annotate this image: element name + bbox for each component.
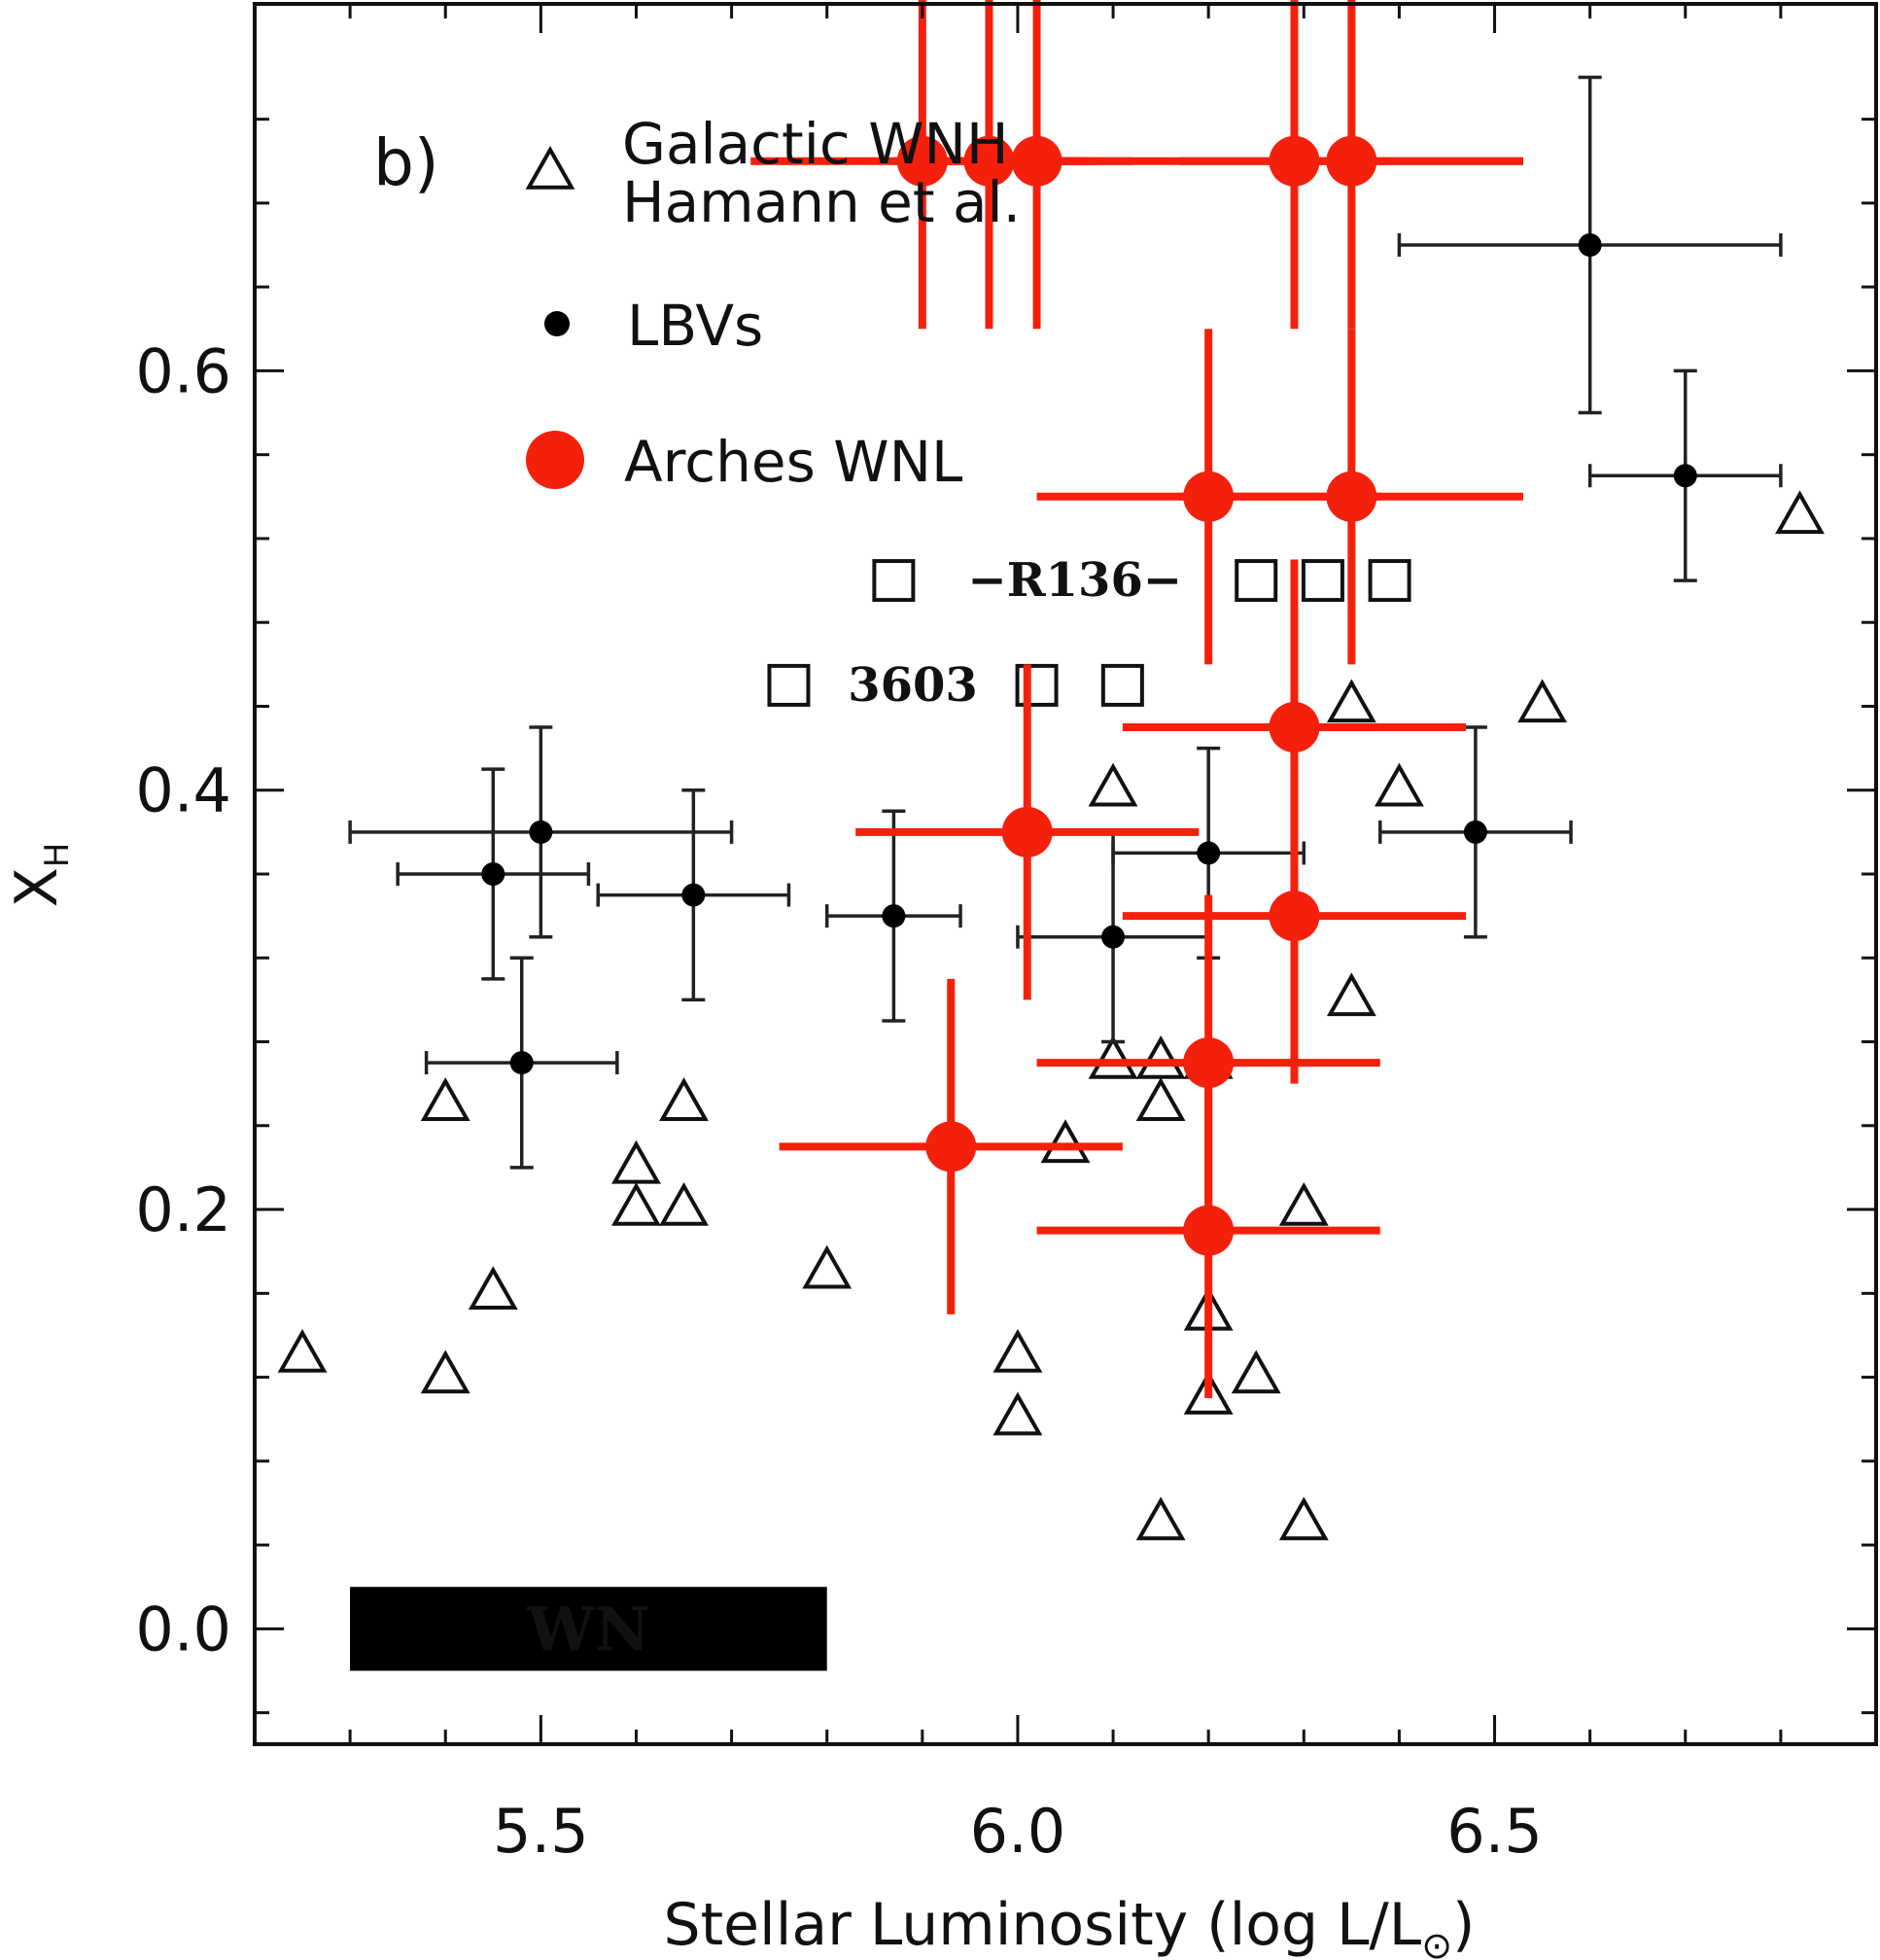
lbv-point xyxy=(681,883,706,907)
triangle-point xyxy=(1374,762,1424,807)
x-tick-label: 5.5 xyxy=(493,1796,589,1867)
square-point-r136 xyxy=(872,559,916,603)
legend-label-arches: Arches WNL xyxy=(624,429,962,495)
triangle-point xyxy=(1135,1496,1186,1541)
triangle-point xyxy=(1088,1035,1138,1079)
triangle-point xyxy=(1278,1496,1329,1541)
triangle-point xyxy=(468,1266,518,1311)
square-point-r136 xyxy=(1235,559,1278,603)
arches-point xyxy=(1269,891,1320,942)
square-point-3603 xyxy=(1100,663,1144,707)
triangle-point xyxy=(1040,1119,1091,1164)
axes-layer: 5.5 6.0 6.5 0.0 0.2 0.4 0.6 Stellar Luminosity … xyxy=(3,2,1878,1960)
lbv-point xyxy=(481,862,505,886)
triangle-point xyxy=(420,1077,470,1121)
legend-label-lbvs: LBVs xyxy=(627,293,763,359)
triangle-point xyxy=(1326,972,1376,1017)
x-axis-label: Stellar Luminosity (log L/L⊙) xyxy=(664,1891,1476,1960)
annotation-3603: 3603 xyxy=(848,658,978,713)
arches-point xyxy=(1326,471,1377,522)
plot-region-layer: WN xyxy=(350,1587,827,1671)
arches-point xyxy=(1326,135,1377,187)
square-series-layer: −R136− 3603 xyxy=(767,553,1411,713)
square-point-r136 xyxy=(1368,559,1411,603)
triangle-point xyxy=(420,1349,470,1394)
lbv-point xyxy=(1578,233,1602,258)
triangle-point xyxy=(802,1244,853,1289)
lbv-point xyxy=(529,820,553,844)
y-tick-label: 0.6 xyxy=(135,335,231,406)
y-tick-label: 0.2 xyxy=(135,1174,231,1245)
legend-label-hamann: Hamann et al. xyxy=(622,169,1021,235)
triangle-point xyxy=(992,1328,1043,1373)
triangle-point xyxy=(659,1182,709,1226)
triangle-point xyxy=(1326,679,1376,723)
y-tick-label: 0.0 xyxy=(135,1593,231,1664)
triangle-point xyxy=(1231,1349,1281,1394)
lbv-point xyxy=(1673,464,1697,488)
triangle-point xyxy=(1135,1035,1186,1079)
triangle-point xyxy=(1088,762,1138,807)
triangle-point xyxy=(1775,490,1825,535)
triangle-point xyxy=(1517,679,1568,723)
x-tick-label: 6.5 xyxy=(1446,1796,1543,1867)
triangle-point xyxy=(277,1328,328,1373)
triangle-point xyxy=(659,1077,709,1121)
arches-series-layer xyxy=(750,0,1523,1399)
triangle-series-layer xyxy=(277,490,1825,1541)
lbv-point xyxy=(882,904,906,928)
y-axis-label: XH xyxy=(3,843,77,908)
arches-point xyxy=(1183,1205,1235,1256)
panel-label: b) xyxy=(373,125,439,200)
x-tick-label: 6.0 xyxy=(970,1796,1066,1867)
annotation-r136: −R136− xyxy=(968,553,1183,608)
lbv-point xyxy=(1197,841,1221,865)
arches-point xyxy=(1011,135,1062,187)
lbv-point xyxy=(1101,925,1126,949)
triangle-point xyxy=(992,1391,1043,1436)
square-point-3603 xyxy=(1015,663,1059,707)
y-tick-label: 0.4 xyxy=(135,755,231,826)
triangle-point xyxy=(1278,1182,1329,1226)
lbv-point xyxy=(509,1051,534,1075)
triangle-point xyxy=(611,1182,661,1226)
triangle-point xyxy=(611,1139,661,1184)
lbv-series-layer xyxy=(348,75,1783,1170)
square-point-r136 xyxy=(1301,559,1344,603)
legend-marker-arches xyxy=(526,431,584,489)
legend-marker-lbv xyxy=(544,311,570,336)
lbv-point xyxy=(1463,820,1487,844)
square-point-3603 xyxy=(767,663,811,707)
legend-marker-triangle xyxy=(525,145,575,190)
arches-point xyxy=(1269,702,1320,753)
triangle-point xyxy=(1135,1077,1186,1121)
arches-point xyxy=(925,1121,977,1172)
arches-point xyxy=(1001,806,1053,858)
wn-region-label: WN xyxy=(526,1593,649,1664)
legend-label-galactic: Galactic WNH xyxy=(622,111,1009,177)
wn-region-bar xyxy=(350,1587,827,1671)
triangle-point xyxy=(1183,1371,1234,1415)
